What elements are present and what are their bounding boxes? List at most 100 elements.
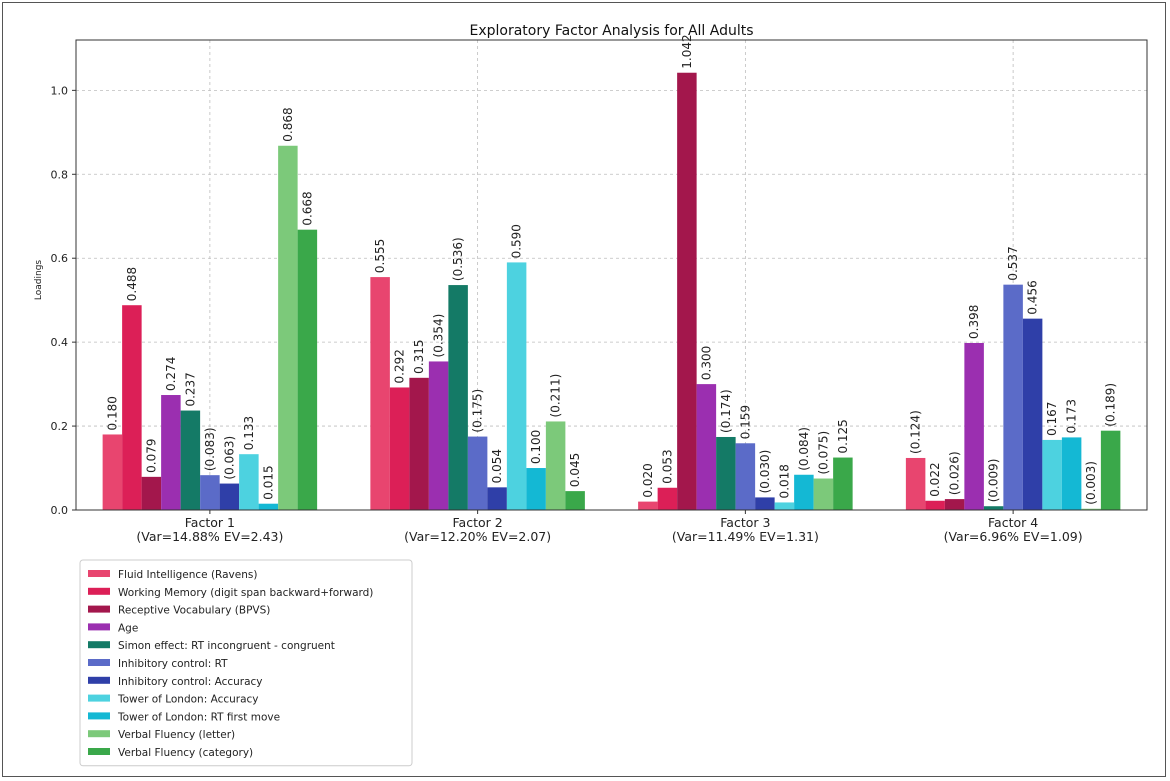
- legend-entry: Tower of London: RT first move: [117, 711, 280, 723]
- y-tick-label: 0.6: [51, 252, 69, 265]
- legend-entry: Verbal Fluency (category): [118, 747, 253, 759]
- data-label: 0.015: [261, 465, 275, 499]
- data-label: 0.488: [125, 267, 139, 301]
- bar: [696, 384, 717, 510]
- bar: [565, 491, 585, 510]
- data-label: 0.456: [1026, 280, 1040, 314]
- data-label: 0.022: [928, 462, 942, 496]
- legend-swatch: [88, 641, 110, 649]
- plot-area-border: [75, 39, 1148, 511]
- legend-entry: Age: [118, 622, 138, 634]
- data-label: (0.009): [987, 459, 1001, 503]
- bar: [813, 478, 834, 510]
- legend-entry: Verbal Fluency (letter): [118, 729, 235, 741]
- bar: [180, 410, 201, 510]
- bar: [944, 499, 965, 510]
- data-label: (0.189): [1104, 383, 1118, 427]
- data-label: 0.053: [660, 449, 674, 483]
- legend-swatch: [88, 694, 110, 702]
- legend: Fluid Intelligence (Ravens) Working Memor…: [79, 559, 413, 767]
- bar: [278, 145, 298, 510]
- bar: [1100, 430, 1121, 510]
- y-tick-label: 0.0: [51, 504, 69, 517]
- data-label: (0.175): [471, 389, 485, 433]
- data-label: 0.133: [242, 416, 256, 450]
- bar: [1003, 284, 1023, 510]
- bar: [1042, 439, 1062, 510]
- data-label: 0.292: [393, 349, 407, 383]
- legend-entry: Inhibitory control: Accuracy: [118, 676, 263, 688]
- data-label: 0.020: [641, 463, 655, 497]
- data-label: 0.555: [373, 239, 387, 273]
- bar: [389, 387, 410, 510]
- data-label: 0.079: [144, 438, 158, 472]
- bar: [200, 475, 220, 510]
- data-label: 0.180: [105, 396, 119, 430]
- data-label: 0.868: [281, 107, 295, 141]
- bar: [141, 476, 162, 510]
- bar: [409, 377, 429, 510]
- y-tick-label: 0.8: [51, 168, 69, 181]
- legend-entry: Fluid Intelligence (Ravens): [118, 569, 257, 581]
- bar: [297, 229, 318, 510]
- legend-entry: Receptive Vocabulary (BPVS): [118, 605, 270, 617]
- bar: [239, 454, 259, 510]
- chart-title: Exploratory Factor Analysis for All Adul…: [469, 23, 753, 39]
- legend-swatch: [88, 623, 110, 631]
- x-tick-label: (Var=11.49% EV=1.31): [672, 529, 819, 544]
- legend-entry: Working Memory (digit span backward+forw…: [118, 587, 373, 599]
- legend-swatch: [88, 570, 110, 577]
- data-label: (0.003): [1084, 461, 1098, 505]
- bar: [370, 277, 390, 510]
- bar: [545, 421, 566, 510]
- bar: [258, 503, 279, 510]
- bar: [735, 443, 756, 510]
- bar: [983, 506, 1004, 510]
- x-tick-label: Factor 3: [720, 515, 770, 530]
- legend-swatch: [88, 605, 110, 613]
- legend-entry: Simon effect: RT incongruent - congruent: [118, 640, 335, 652]
- bar: [638, 501, 658, 510]
- legend-swatch: [88, 712, 110, 720]
- bar: [716, 436, 736, 510]
- legend-swatch: [88, 676, 110, 684]
- data-label: (0.174): [719, 389, 733, 433]
- data-label: (0.211): [549, 374, 563, 418]
- x-tick-label: Factor 1: [185, 515, 235, 530]
- data-label: 0.300: [699, 346, 713, 380]
- x-tick-label: (Var=12.20% EV=2.07): [404, 529, 551, 544]
- data-label: 0.315: [412, 339, 426, 373]
- bar: [506, 262, 527, 510]
- value-labels-layer: 0.180 0.488 0.079 0.274 0.237 (0.083) (0.063) 0…: [105, 34, 1117, 504]
- data-label: 0.668: [300, 191, 314, 225]
- y-tick-label: 0.2: [51, 420, 69, 433]
- data-label: 0.274: [164, 357, 178, 391]
- bar: [161, 395, 181, 510]
- bar: [487, 487, 507, 510]
- bar: [774, 502, 795, 510]
- data-label: 0.537: [1006, 246, 1020, 280]
- bars-layer: [102, 72, 1121, 510]
- bar: [677, 72, 697, 510]
- data-label: (0.030): [758, 450, 772, 494]
- bar: [1081, 508, 1101, 510]
- data-label: (0.536): [451, 237, 465, 281]
- bar: [905, 457, 926, 510]
- data-label: 0.173: [1065, 399, 1079, 433]
- bar: [755, 497, 775, 510]
- bar: [1022, 318, 1043, 510]
- data-label: 0.167: [1045, 402, 1059, 436]
- data-label: (0.084): [797, 427, 811, 471]
- bar: [428, 361, 449, 510]
- bar: [526, 468, 546, 510]
- bar: [925, 500, 945, 510]
- bar: [1061, 437, 1082, 510]
- data-label: (0.063): [222, 436, 236, 480]
- y-axis-label: Loadings: [34, 260, 44, 301]
- data-label: 0.054: [490, 449, 504, 483]
- bar: [467, 436, 488, 510]
- legend-entry: Inhibitory control: RT: [118, 658, 228, 670]
- data-label: 0.125: [836, 419, 850, 453]
- bar: [964, 342, 984, 510]
